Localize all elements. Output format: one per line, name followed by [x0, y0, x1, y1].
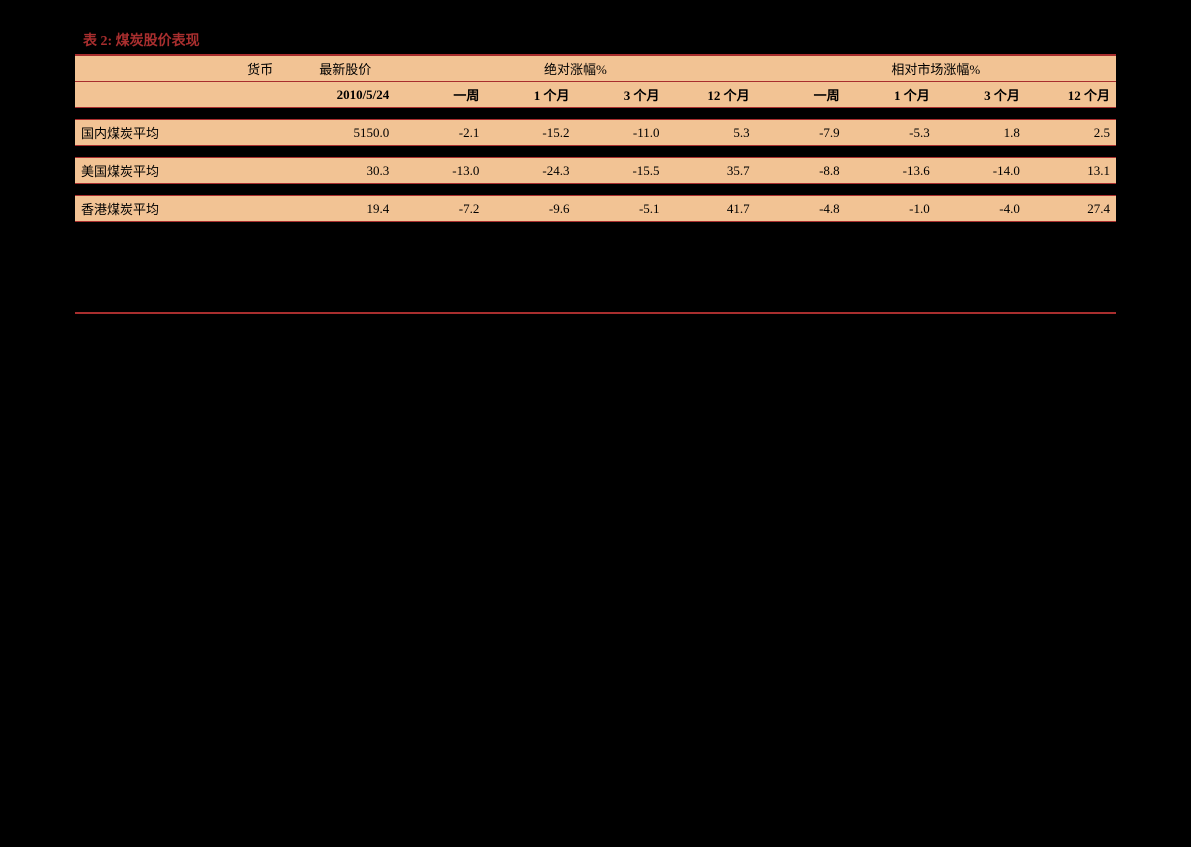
row-abs-m1: -24.3	[485, 158, 575, 184]
row-currency	[225, 120, 295, 146]
row-abs-m1: -9.6	[485, 196, 575, 222]
row-rel-week: -8.8	[756, 158, 846, 184]
row-rel-week: -7.9	[756, 120, 846, 146]
table-row: 国内煤炭平均 5150.0 -2.1 -15.2 -11.0 5.3 -7.9 …	[75, 120, 1116, 146]
header-latest-price: 最新股价	[295, 55, 395, 82]
row-name: 国内煤炭平均	[75, 120, 225, 146]
row-rel-m12: 13.1	[1026, 158, 1116, 184]
table-bottom-border	[75, 312, 1116, 314]
row-rel-m12: 27.4	[1026, 196, 1116, 222]
row-rel-m1: -13.6	[846, 158, 936, 184]
header-relative-change: 相对市场涨幅%	[756, 55, 1116, 82]
row-currency	[225, 158, 295, 184]
row-abs-m12: 35.7	[666, 158, 756, 184]
header-currency: 货币	[225, 55, 295, 82]
row-price: 30.3	[295, 158, 395, 184]
table-row: 美国煤炭平均 30.3 -13.0 -24.3 -15.5 35.7 -8.8 …	[75, 158, 1116, 184]
header-abs-m12: 12 个月	[666, 82, 756, 108]
row-abs-m12: 41.7	[666, 196, 756, 222]
row-rel-m1: -5.3	[846, 120, 936, 146]
header-row-2: 2010/5/24 一周 1 个月 3 个月 12 个月 一周 1 个月 3 个…	[75, 82, 1116, 108]
row-abs-m12: 5.3	[666, 120, 756, 146]
row-rel-m3: -4.0	[936, 196, 1026, 222]
row-price: 5150.0	[295, 120, 395, 146]
row-name: 美国煤炭平均	[75, 158, 225, 184]
row-currency	[225, 196, 295, 222]
coal-stock-table: 货币 最新股价 绝对涨幅% 相对市场涨幅% 2010/5/24 一周 1 个月 …	[75, 54, 1116, 222]
header-abs-m1: 1 个月	[485, 82, 575, 108]
row-name: 香港煤炭平均	[75, 196, 225, 222]
header-rel-m12: 12 个月	[1026, 82, 1116, 108]
row-rel-m12: 2.5	[1026, 120, 1116, 146]
row-abs-week: -7.2	[395, 196, 485, 222]
row-abs-week: -13.0	[395, 158, 485, 184]
header-row-1: 货币 最新股价 绝对涨幅% 相对市场涨幅%	[75, 55, 1116, 82]
row-price: 19.4	[295, 196, 395, 222]
table-row: 香港煤炭平均 19.4 -7.2 -9.6 -5.1 41.7 -4.8 -1.…	[75, 196, 1116, 222]
header-abs-week: 一周	[395, 82, 485, 108]
table-title: 表 2: 煤炭股价表现	[75, 30, 1116, 50]
row-abs-week: -2.1	[395, 120, 485, 146]
header-rel-m1: 1 个月	[846, 82, 936, 108]
row-abs-m1: -15.2	[485, 120, 575, 146]
row-rel-m3: 1.8	[936, 120, 1026, 146]
row-abs-m3: -5.1	[575, 196, 665, 222]
row-abs-m3: -15.5	[575, 158, 665, 184]
header-rel-week: 一周	[756, 82, 846, 108]
header-absolute-change: 绝对涨幅%	[395, 55, 755, 82]
row-abs-m3: -11.0	[575, 120, 665, 146]
header-date: 2010/5/24	[295, 82, 395, 108]
row-rel-m1: -1.0	[846, 196, 936, 222]
row-rel-m3: -14.0	[936, 158, 1026, 184]
header-abs-m3: 3 个月	[575, 82, 665, 108]
header-rel-m3: 3 个月	[936, 82, 1026, 108]
row-rel-week: -4.8	[756, 196, 846, 222]
